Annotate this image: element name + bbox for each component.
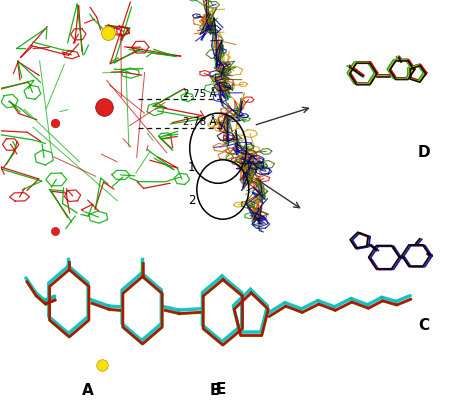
Text: 2.75 Å: 2.75 Å <box>182 88 216 98</box>
Text: 2: 2 <box>188 194 195 207</box>
Point <box>51 228 59 235</box>
Point <box>99 362 106 368</box>
Point <box>105 30 112 37</box>
Text: D: D <box>418 144 430 159</box>
Text: E: E <box>215 381 226 396</box>
Text: 2.78 Å: 2.78 Å <box>182 117 216 127</box>
Point <box>100 104 108 111</box>
Text: 1: 1 <box>188 161 195 174</box>
Text: C: C <box>418 317 429 332</box>
Text: A: A <box>82 382 94 396</box>
Point <box>51 121 59 128</box>
Text: B: B <box>210 382 221 396</box>
